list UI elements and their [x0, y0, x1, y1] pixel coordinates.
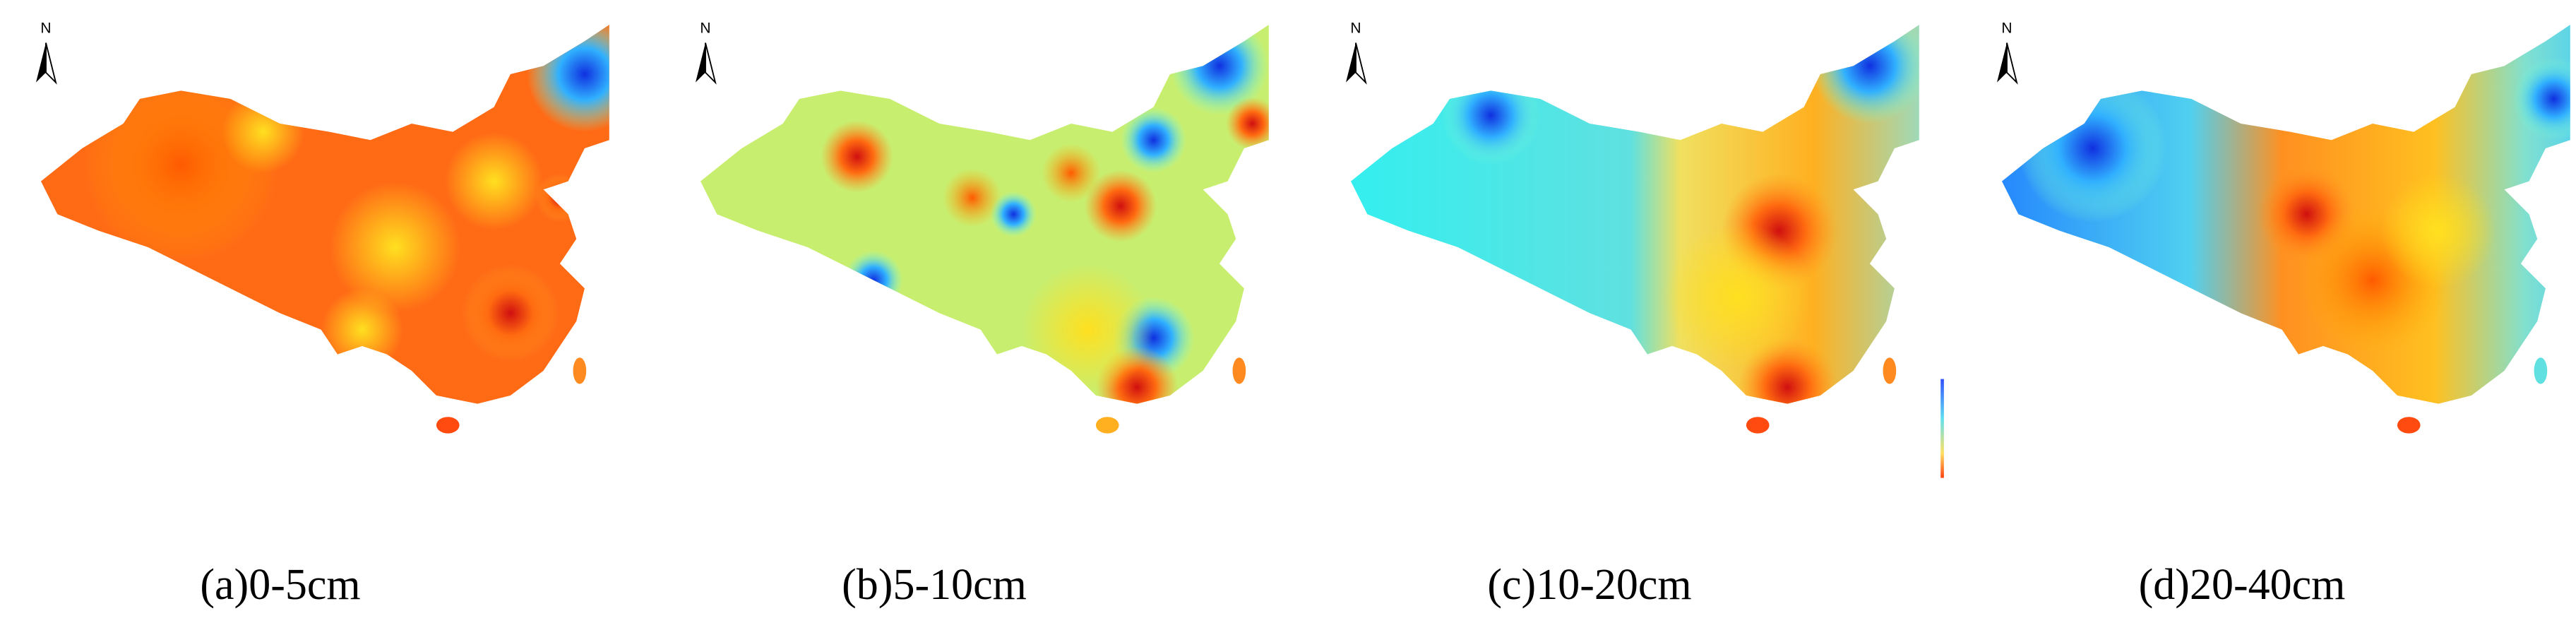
north-arrow	[695, 42, 705, 83]
colorbar	[1940, 379, 1944, 478]
map	[700, 24, 1269, 404]
north-label: N	[40, 20, 51, 37]
map-blob	[2512, 57, 2570, 141]
map-blob	[1041, 143, 1101, 203]
map-fill	[1350, 24, 1919, 404]
north-label: N	[1350, 20, 1361, 37]
map-blob	[222, 90, 305, 173]
map-panel: N	[695, 20, 1269, 434]
panel-caption: (b)5-10cm	[842, 561, 1027, 609]
north-label: N	[700, 20, 710, 37]
map-blob	[535, 172, 585, 222]
north-arrow	[1996, 42, 2007, 83]
map-blob	[1120, 107, 1187, 173]
map-blob	[444, 131, 544, 231]
north-arrow	[705, 42, 717, 85]
map-panel: N	[1996, 20, 2570, 434]
panel-caption: (a)0-5cm	[200, 561, 360, 609]
map	[1350, 24, 1919, 404]
map-blob	[2018, 73, 2167, 222]
map-blob	[321, 288, 404, 371]
island-hainan	[2397, 417, 2421, 434]
island-taiwan	[1232, 357, 1246, 384]
island-hainan	[1095, 417, 1119, 434]
map-blob	[527, 24, 609, 132]
island-hainan	[1746, 417, 1770, 434]
panel-caption: (d)20-40cm	[2139, 561, 2346, 609]
map-blob	[821, 120, 893, 193]
island-taiwan	[2534, 357, 2548, 384]
north-arrow	[2006, 42, 2018, 85]
map-blob	[1226, 97, 1269, 150]
map-blob	[942, 167, 1002, 227]
map-blob	[2380, 172, 2496, 289]
north-label: N	[2001, 20, 2012, 37]
map-blob	[1084, 170, 1157, 242]
map-panel: N	[35, 20, 609, 434]
map-blob	[1441, 66, 1541, 165]
panel-caption: (c)10-20cm	[1487, 561, 1691, 609]
map-blob	[329, 181, 461, 314]
north-arrow	[1355, 42, 1367, 85]
map	[2001, 24, 2570, 404]
island-hainan	[436, 417, 460, 434]
north-arrow	[35, 42, 46, 83]
north-arrow	[1345, 42, 1356, 83]
map-panel: N	[1345, 20, 1944, 478]
north-arrow	[45, 42, 57, 85]
island-taiwan	[1883, 357, 1897, 384]
map-blob	[1021, 263, 1154, 396]
map-blob	[1812, 24, 1919, 124]
map	[40, 24, 609, 404]
map-blob	[1664, 222, 1813, 371]
island-taiwan	[573, 357, 587, 384]
map-blob	[990, 191, 1037, 237]
map-blob	[460, 263, 560, 363]
map-blob	[843, 250, 903, 310]
